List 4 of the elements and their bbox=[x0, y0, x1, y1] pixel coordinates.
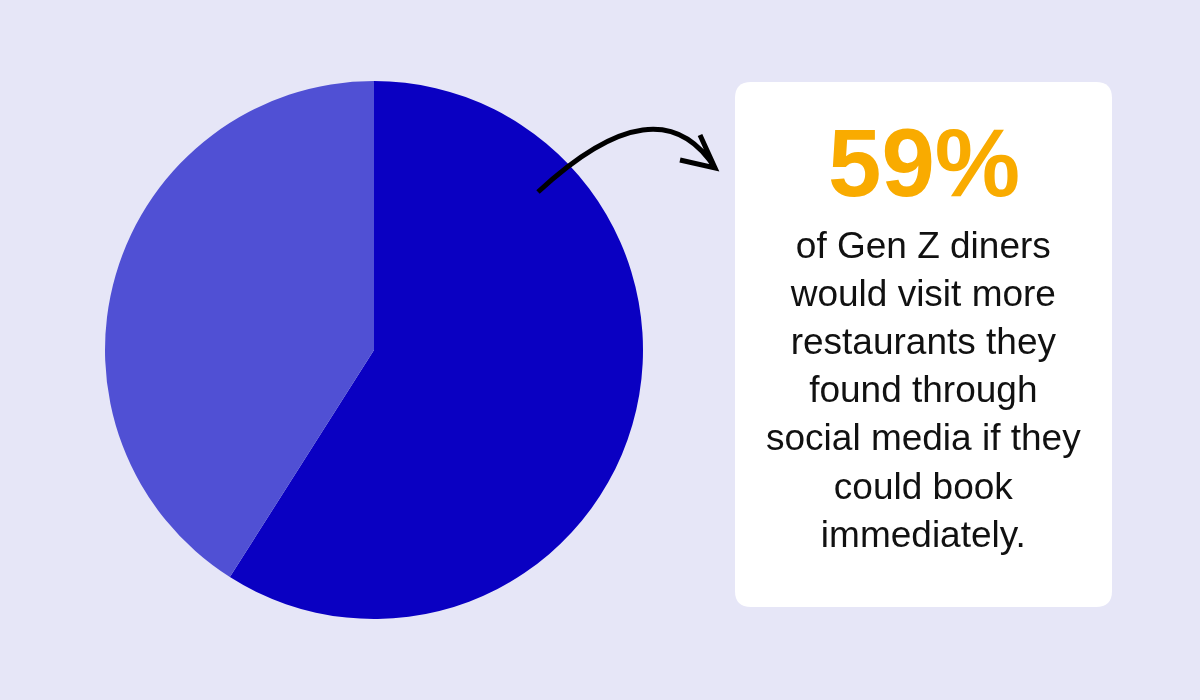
text: 59% bbox=[828, 109, 1021, 216]
pie-slice bbox=[105, 81, 374, 578]
text: of Gen Z diners would visit more restaurants they found through social media if they could book immediately. bbox=[766, 225, 1082, 555]
pie-slice bbox=[229, 81, 643, 619]
